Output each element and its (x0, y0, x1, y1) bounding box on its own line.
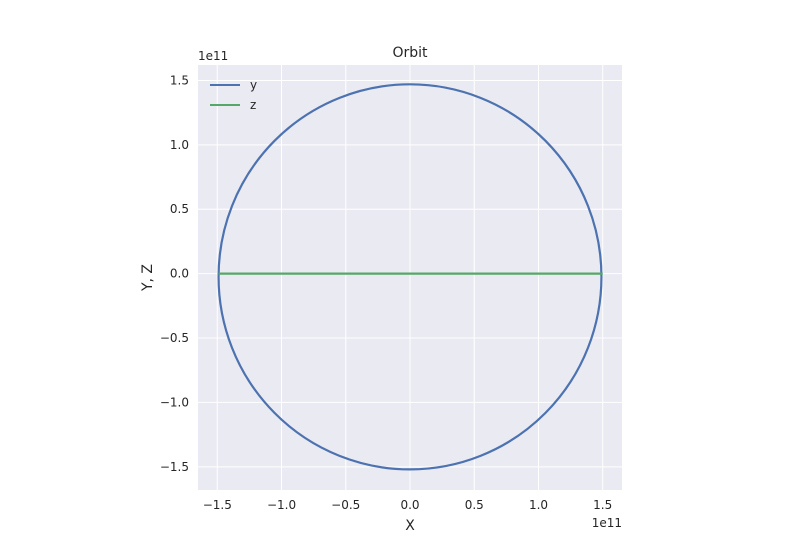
x-axis-label: X (405, 518, 415, 534)
y-tick-label: 1.0 (170, 138, 189, 152)
x-tick-label: 1.5 (593, 498, 612, 512)
legend-entry-z: z (210, 98, 256, 112)
x-tick-label: −0.5 (331, 498, 360, 512)
legend-entry-y: y (210, 78, 257, 92)
chart-title: Orbit (392, 45, 428, 61)
y-tick-label: 0.0 (170, 267, 189, 281)
x-tick-label: −1.0 (267, 498, 296, 512)
series-line-y (217, 83, 603, 471)
legend: y z (210, 78, 257, 112)
y-tick-label: 1.5 (170, 73, 189, 87)
legend-label-y: y (250, 78, 257, 92)
y-axis-offset-text: 1e11 (198, 49, 228, 63)
legend-label-z: z (250, 98, 256, 112)
x-tick-label: 0.0 (400, 498, 419, 512)
x-tick-label: 0.5 (465, 498, 484, 512)
y-tick-label: −1.5 (160, 460, 189, 474)
series-layer (217, 83, 603, 471)
x-tick-label: 1.0 (529, 498, 548, 512)
y-tick-label: −1.0 (160, 395, 189, 409)
x-tick-label: −1.5 (203, 498, 232, 512)
y-axis-label: Y, Z (140, 264, 156, 292)
tick-labels: −1.5 −1.0 −0.5 0.0 0.5 1.0 1.5 −1.5 −1.0 −0.5 0.0 0… (160, 73, 612, 512)
x-axis-offset-text: 1e11 (592, 516, 622, 530)
y-tick-label: 0.5 (170, 202, 189, 216)
y-tick-label: −0.5 (160, 331, 189, 345)
